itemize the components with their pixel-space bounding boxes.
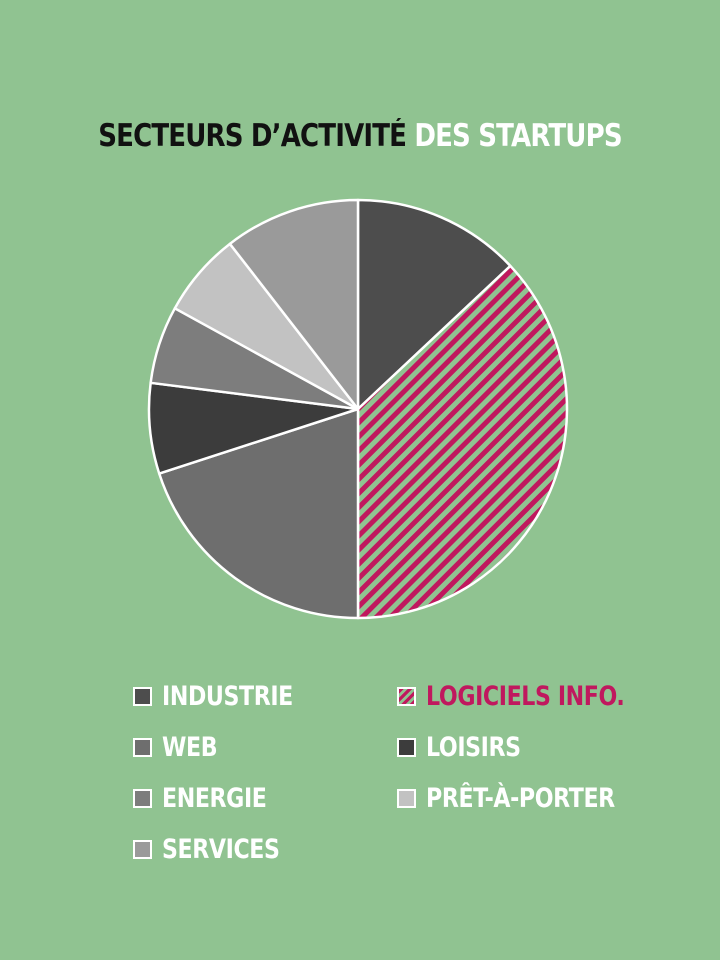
legend-item-loisirs: LOISIRS — [397, 727, 541, 767]
legend-swatch-energie — [133, 788, 152, 808]
legend-swatch-logiciels-info — [397, 686, 416, 706]
legend-item-services: SERVICES — [133, 829, 305, 869]
legend-label-logiciels-info: LOGICIELS INFO. — [426, 680, 625, 712]
legend-swatch-pret-a-porter — [397, 788, 416, 808]
pie-slice-web — [157, 407, 360, 620]
pie-slice-services — [228, 198, 360, 411]
legend-label-loisirs: LOISIRS — [426, 731, 521, 763]
legend-swatch-services — [133, 839, 152, 859]
pie-slice-industrie — [356, 198, 512, 411]
chart-title-part1: SECTEURS D’ACTIVITÉ — [98, 118, 407, 154]
pie-slice-logiciels-info — [356, 264, 569, 620]
legend-item-energie: ENERGIE — [133, 778, 289, 818]
legend-item-industrie: INDUSTRIE — [133, 676, 322, 716]
legend-label-pret-a-porter: PRÊT-À-PORTER — [426, 782, 615, 814]
legend: INDUSTRIE WEB ENERGIE SERVICES LOGICIELS… — [133, 676, 633, 876]
legend-swatch-loisirs — [397, 737, 416, 757]
chart-title: SECTEURS D’ACTIVITÉ DES STARTUPS — [58, 118, 663, 154]
legend-item-logiciels-info: LOGICIELS INFO. — [397, 676, 668, 716]
chart-title-part2: DES STARTUPS — [414, 118, 622, 154]
legend-swatch-web — [133, 737, 152, 757]
legend-item-pret-a-porter: PRÊT-À-PORTER — [397, 778, 656, 818]
legend-item-web: WEB — [133, 727, 229, 767]
legend-label-services: SERVICES — [162, 833, 280, 865]
legend-label-industrie: INDUSTRIE — [162, 680, 293, 712]
legend-label-web: WEB — [162, 731, 218, 763]
pie-slices — [147, 198, 569, 620]
legend-swatch-industrie — [133, 686, 152, 706]
legend-label-energie: ENERGIE — [162, 782, 267, 814]
